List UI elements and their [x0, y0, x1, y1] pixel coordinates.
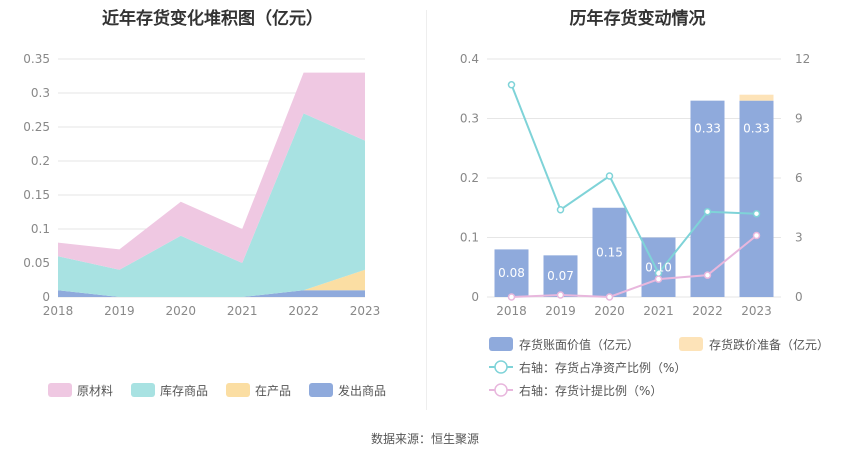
bar-book-value: [543, 255, 578, 297]
bar-book-value: [592, 207, 627, 297]
y-tick-label: 0.15: [23, 188, 50, 202]
bar-impairment: [739, 94, 774, 101]
x-tick-label: 2022: [288, 304, 319, 318]
x-tick-label: 2020: [166, 304, 197, 318]
y2-tick-label: 3: [795, 231, 803, 245]
bar-book-value: [494, 249, 529, 297]
line-point: [703, 207, 712, 216]
bar-line-combo-chart: 0 0.1 0.2 0.3 0.4 0 3 6 9 12 2018 2019 2020 2021 2022 2…: [460, 52, 829, 398]
y-tick-label: 0.2: [31, 154, 50, 168]
y-tick-label: 0.4: [460, 52, 479, 66]
inventory-stacked-area-panel: 近年存货变化堆积图（亿元） 0 0.05 0.1 0.15 0.2 0.25 0.3 0.35…: [0, 0, 425, 420]
legend-swatch: [226, 383, 250, 397]
line-point: [605, 293, 614, 301]
bar-data-label: 0.08: [498, 266, 525, 280]
legend-label: 库存商品: [160, 383, 208, 398]
x-tick-label: 2019: [545, 304, 576, 318]
x-tick-label: 2019: [104, 304, 135, 318]
line-point: [556, 205, 565, 214]
line-point: [556, 291, 565, 299]
legend-swatch: [131, 383, 155, 397]
area-库存商品: [58, 113, 365, 298]
y-tick-label: 0.3: [31, 86, 50, 100]
bar-data-label: 0.10: [645, 260, 672, 274]
bar-data-label: 0.07: [547, 269, 574, 283]
y-tick-label: 0.3: [460, 112, 479, 126]
legend-swatch: [309, 383, 333, 397]
y2-tick-label: 6: [795, 171, 803, 185]
line-point: [752, 231, 761, 240]
x-tick-label: 2022: [692, 304, 723, 318]
y-tick-label: 0.1: [460, 231, 479, 245]
legend-label: 发出商品: [338, 383, 386, 398]
bar-data-label: 0.33: [743, 122, 770, 136]
line-point: [605, 172, 614, 180]
x-tick-label: 2021: [227, 304, 258, 318]
area-发出商品: [58, 290, 365, 297]
line-point: [703, 271, 712, 279]
legend-swatch: [48, 383, 72, 397]
data-source: 数据来源：恒生聚源: [370, 432, 479, 446]
x-tick-label: 2018: [496, 304, 527, 318]
legend-label: 右轴：存货计提比例（%）: [519, 383, 662, 398]
y2-tick-label: 12: [795, 52, 810, 66]
x-tick-label: 2020: [594, 304, 625, 318]
x-tick-label: 2023: [350, 304, 381, 318]
bar-book-value: [739, 100, 774, 298]
legend-label: 在产品: [255, 384, 291, 398]
y-tick-label: 0.35: [23, 52, 50, 66]
bar-book-value: [641, 237, 676, 297]
line-point: [507, 293, 516, 301]
legend-swatch-marker: [494, 383, 508, 397]
legend-label: 存货账面价值（亿元）: [519, 337, 639, 352]
inventory-change-bar-panel: 历年存货变动情况 0 0.1 0.2 0.3 0.4 0 3 6 9 12 2018 2019 2020…: [425, 0, 850, 420]
y-tick-label: 0.05: [23, 256, 50, 270]
bar-data-label: 0.15: [596, 245, 623, 259]
y-tick-label: 0: [471, 290, 479, 304]
line-右轴：存货占净资产比例（%）: [510, 84, 757, 276]
y-tick-label: 0.2: [460, 171, 479, 185]
legend-swatch-marker: [494, 360, 508, 374]
x-tick-label: 2023: [741, 304, 772, 318]
bar-data-label: 0.33: [694, 122, 721, 136]
area-原材料: [58, 72, 365, 270]
line-point: [507, 81, 516, 89]
right-chart-title: 历年存货变动情况: [569, 9, 706, 29]
legend-label: 原材料: [77, 384, 113, 398]
stacked-area-chart: 0 0.05 0.1 0.15 0.2 0.25 0.3 0.35 2018 2019 2020 20…: [23, 52, 386, 398]
line-point: [752, 209, 761, 218]
legend-swatch: [679, 337, 703, 351]
legend-label: 右轴：存货占净资产比例（%）: [519, 360, 686, 375]
y-tick-label: 0.1: [31, 222, 50, 236]
legend-label: 存货跌价准备（亿元）: [709, 337, 829, 352]
legend-swatch: [489, 337, 513, 351]
panel-divider: [426, 10, 427, 410]
x-tick-label: 2018: [43, 304, 74, 318]
left-chart-title: 近年存货变化堆积图（亿元）: [102, 9, 323, 29]
line-point: [654, 275, 663, 283]
bar-book-value: [690, 100, 725, 298]
y2-tick-label: 0: [795, 290, 803, 304]
line-右轴：存货计提比例（%）: [511, 234, 758, 299]
y-tick-label: 0: [42, 290, 50, 304]
y2-tick-label: 9: [795, 112, 803, 126]
x-tick-label: 2021: [643, 304, 674, 318]
y-tick-label: 0.25: [23, 120, 50, 134]
